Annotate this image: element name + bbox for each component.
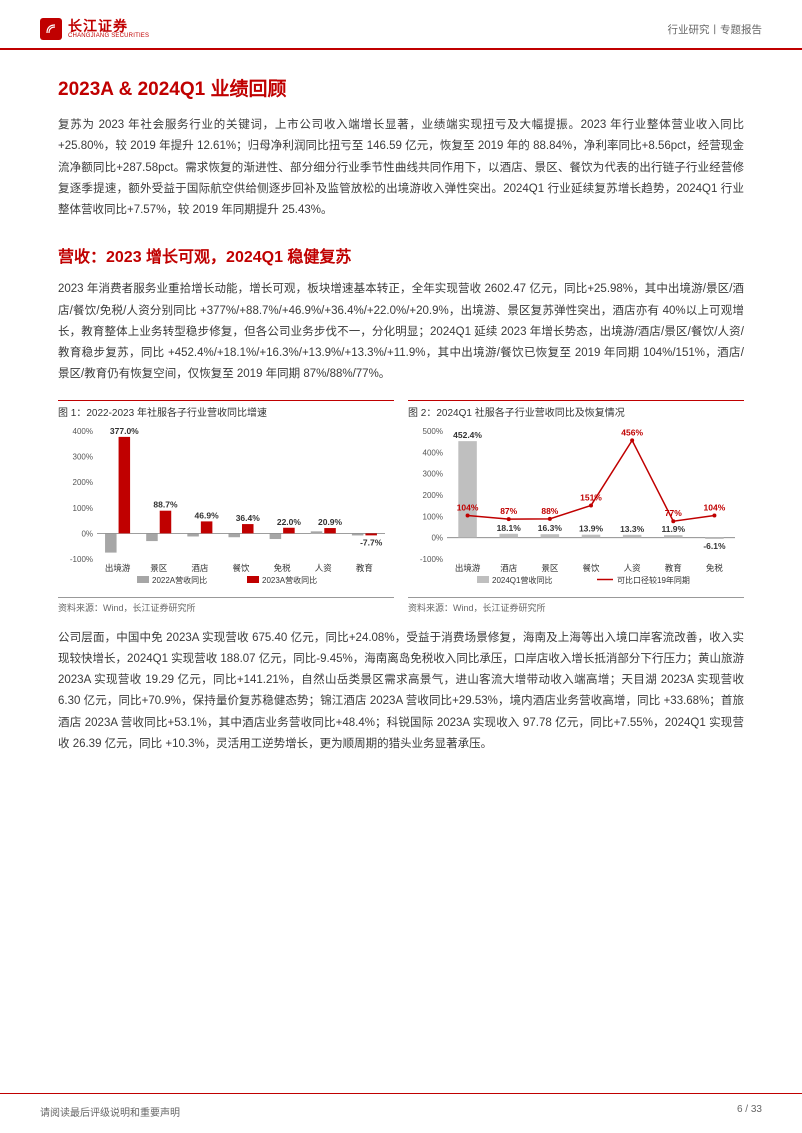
logo-text-en: CHANGJIANG SECURITIES — [68, 33, 149, 39]
svg-text:100%: 100% — [423, 512, 443, 521]
svg-text:151%: 151% — [580, 492, 602, 502]
svg-text:452.4%: 452.4% — [453, 430, 482, 440]
svg-text:人资: 人资 — [624, 563, 642, 573]
svg-text:0%: 0% — [81, 529, 93, 538]
svg-text:餐饮: 餐饮 — [582, 563, 600, 573]
svg-text:400%: 400% — [423, 448, 443, 457]
svg-text:餐饮: 餐饮 — [232, 563, 250, 573]
logo: 长江证券 CHANGJIANG SECURITIES — [40, 18, 149, 40]
svg-text:16.3%: 16.3% — [538, 523, 563, 533]
svg-text:400%: 400% — [73, 427, 93, 436]
chart2-source: 资料来源：Wind，长江证券研究所 — [408, 597, 744, 614]
svg-text:200%: 200% — [73, 478, 93, 487]
svg-text:456%: 456% — [621, 427, 643, 437]
svg-text:2023A营收同比: 2023A营收同比 — [262, 575, 317, 585]
svg-text:2022A营收同比: 2022A营收同比 — [152, 575, 207, 585]
logo-icon — [40, 18, 62, 40]
svg-text:2024Q1营收同比: 2024Q1营收同比 — [492, 575, 552, 585]
chart1-column: 图 1：2022-2023 年社服各子行业营收同比增速 -100% 0% 100% 2… — [58, 400, 394, 614]
page-header: 长江证券 CHANGJIANG SECURITIES 行业研究丨专题报告 — [0, 0, 802, 50]
chart2: -100% 0% 100% 200% 300% 400% 500% 452.4% 出境游 18.1… — [408, 423, 744, 593]
main-content: 2023A & 2024Q1 业绩回顾 复苏为 2023 年社会服务行业的关键词… — [0, 50, 802, 755]
svg-text:87%: 87% — [500, 506, 517, 516]
section2-title: 营收：2023 增长可观，2024Q1 稳健复苏 — [58, 243, 744, 267]
svg-text:酒店: 酒店 — [191, 563, 209, 573]
charts-row: 图 1：2022-2023 年社服各子行业营收同比增速 -100% 0% 100% 2… — [58, 400, 744, 614]
svg-text:88.7%: 88.7% — [153, 499, 178, 509]
svg-text:22.0%: 22.0% — [277, 516, 302, 526]
svg-text:免税: 免税 — [274, 563, 292, 573]
footer-disclaimer: 请阅读最后评级说明和重要声明 — [40, 1104, 180, 1119]
svg-text:出境游: 出境游 — [455, 563, 481, 573]
chart1-source: 资料来源：Wind，长江证券研究所 — [58, 597, 394, 614]
svg-text:酒店: 酒店 — [500, 563, 518, 573]
header-category: 行业研究丨专题报告 — [668, 22, 763, 37]
svg-text:13.9%: 13.9% — [579, 523, 604, 533]
svg-text:教育: 教育 — [356, 563, 373, 573]
svg-text:-100%: -100% — [70, 555, 93, 564]
section1-title: 2023A & 2024Q1 业绩回顾 — [58, 74, 744, 101]
chart2-title: 图 2：2024Q1 社服各子行业营收同比及恢复情况 — [408, 400, 744, 419]
page-footer: 请阅读最后评级说明和重要声明 6 / 33 — [0, 1093, 802, 1133]
svg-text:300%: 300% — [423, 469, 443, 478]
svg-text:人资: 人资 — [315, 563, 333, 573]
chart1-title: 图 1：2022-2023 年社服各子行业营收同比增速 — [58, 400, 394, 419]
svg-text:500%: 500% — [423, 427, 443, 436]
svg-text:-6.1%: -6.1% — [703, 541, 726, 551]
svg-text:77%: 77% — [665, 508, 682, 518]
svg-text:可比口径较19年同期: 可比口径较19年同期 — [617, 575, 690, 585]
svg-text:教育: 教育 — [665, 563, 682, 573]
svg-text:18.1%: 18.1% — [497, 522, 522, 532]
para1: 复苏为 2023 年社会服务行业的关键词，上市公司收入端增长显著，业绩端实现扭亏… — [58, 115, 744, 221]
chart2-column: 图 2：2024Q1 社服各子行业营收同比及恢复情况 -100% 0% 100% 20… — [408, 400, 744, 614]
svg-text:11.9%: 11.9% — [661, 524, 685, 534]
footer-page-number: 6 / 33 — [737, 1104, 762, 1119]
svg-text:104%: 104% — [704, 502, 726, 512]
svg-text:377.0%: 377.0% — [110, 426, 139, 436]
svg-text:-100%: -100% — [420, 555, 443, 564]
svg-text:200%: 200% — [423, 491, 443, 500]
chart1: -100% 0% 100% 200% 300% 400% 377.0% 出境游 88.7% 景区 4… — [58, 423, 394, 593]
svg-text:-7.7%: -7.7% — [360, 537, 383, 547]
svg-text:104%: 104% — [457, 502, 479, 512]
svg-text:100%: 100% — [73, 503, 93, 512]
svg-text:出境游: 出境游 — [105, 563, 131, 573]
svg-text:300%: 300% — [73, 452, 93, 461]
para2: 2023 年消费者服务业重拾增长动能，增长可观，板块增速基本转正，全年实现营收 … — [58, 279, 744, 385]
svg-text:20.9%: 20.9% — [318, 517, 343, 527]
svg-text:0%: 0% — [431, 533, 443, 542]
svg-text:36.4%: 36.4% — [236, 513, 261, 523]
svg-text:13.3%: 13.3% — [620, 523, 645, 533]
svg-text:88%: 88% — [541, 506, 558, 516]
svg-text:免税: 免税 — [706, 563, 724, 573]
logo-text-cn: 长江证券 — [68, 19, 149, 33]
para3: 公司层面，中国中免 2023A 实现营收 675.40 亿元，同比+24.08%… — [58, 628, 744, 756]
svg-text:景区: 景区 — [150, 563, 168, 573]
svg-text:46.9%: 46.9% — [195, 510, 220, 520]
svg-text:景区: 景区 — [541, 563, 559, 573]
